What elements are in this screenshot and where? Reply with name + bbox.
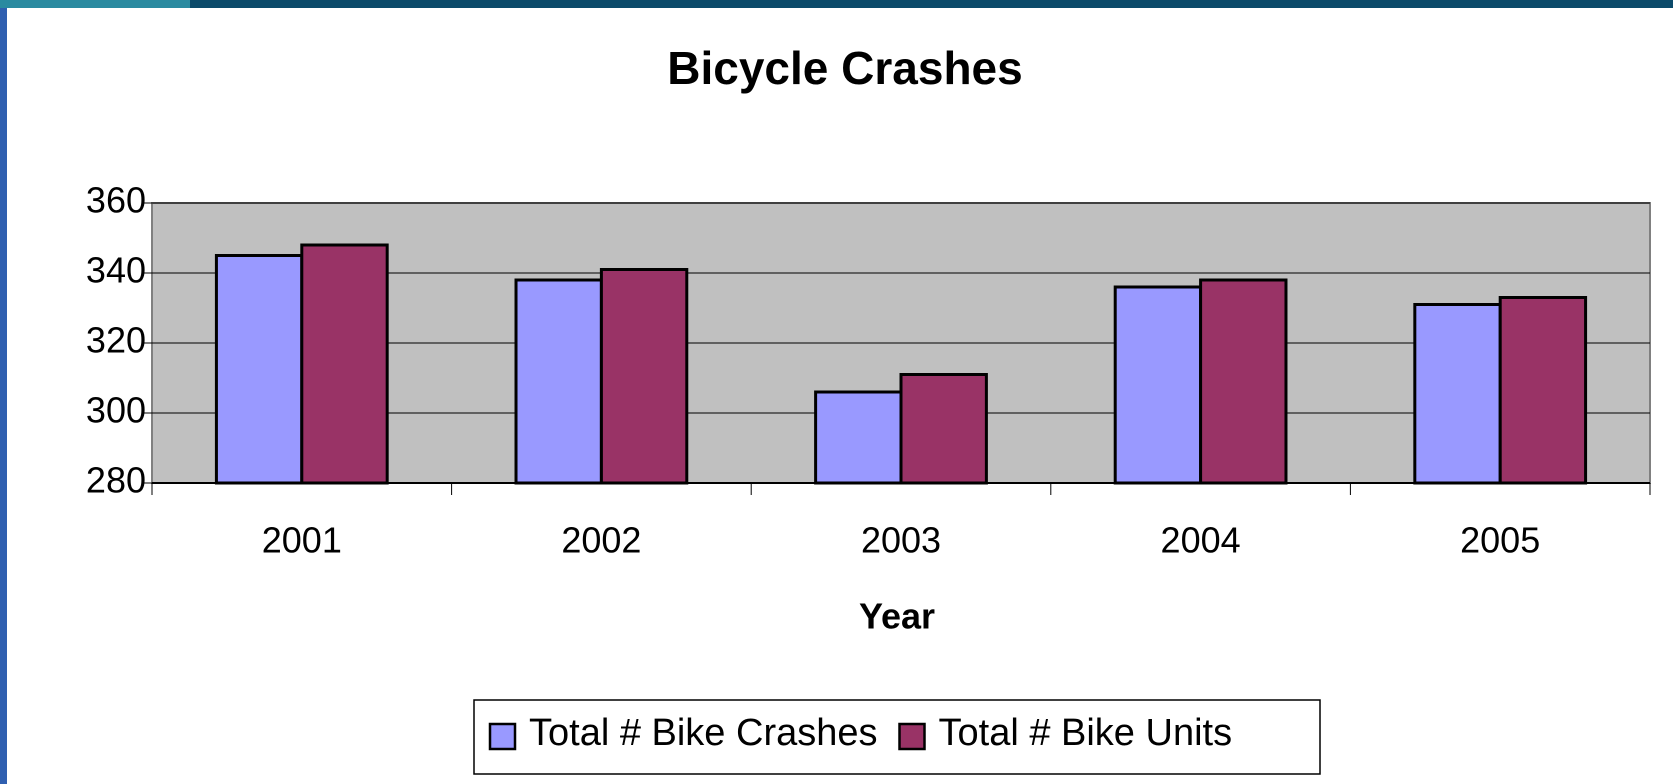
y-tick-label: 280 — [86, 460, 146, 501]
x-tick-label: 2003 — [861, 520, 941, 561]
y-tick-label: 360 — [86, 180, 146, 221]
x-tick-label: 2002 — [561, 520, 641, 561]
bar — [1199, 278, 1288, 485]
frame-edge — [0, 8, 7, 784]
legend-box — [473, 699, 1321, 775]
x-tick-label: 2004 — [1161, 520, 1241, 561]
y-tick-label: 300 — [86, 390, 146, 431]
frame-accent — [0, 0, 190, 8]
x-axis-label: Year — [859, 596, 935, 637]
x-tick-label: 2001 — [262, 520, 342, 561]
bar — [300, 243, 389, 485]
bar — [1498, 296, 1588, 485]
y-tick-label: 340 — [86, 250, 146, 291]
legend-swatch — [488, 722, 517, 751]
legend-label: Total # Bike Units — [939, 712, 1233, 754]
bar — [1413, 303, 1502, 485]
legend-label: Total # Bike Crashes — [529, 712, 878, 754]
legend-swatch — [898, 722, 926, 751]
bar — [814, 390, 903, 485]
bar — [599, 268, 689, 485]
bar — [899, 373, 988, 485]
bar — [1113, 285, 1203, 485]
bar — [514, 278, 603, 485]
bar — [214, 254, 304, 485]
x-tick-label: 2005 — [1460, 520, 1540, 561]
y-tick-label: 320 — [86, 320, 146, 361]
chart-title: Bicycle Crashes — [667, 42, 1022, 94]
